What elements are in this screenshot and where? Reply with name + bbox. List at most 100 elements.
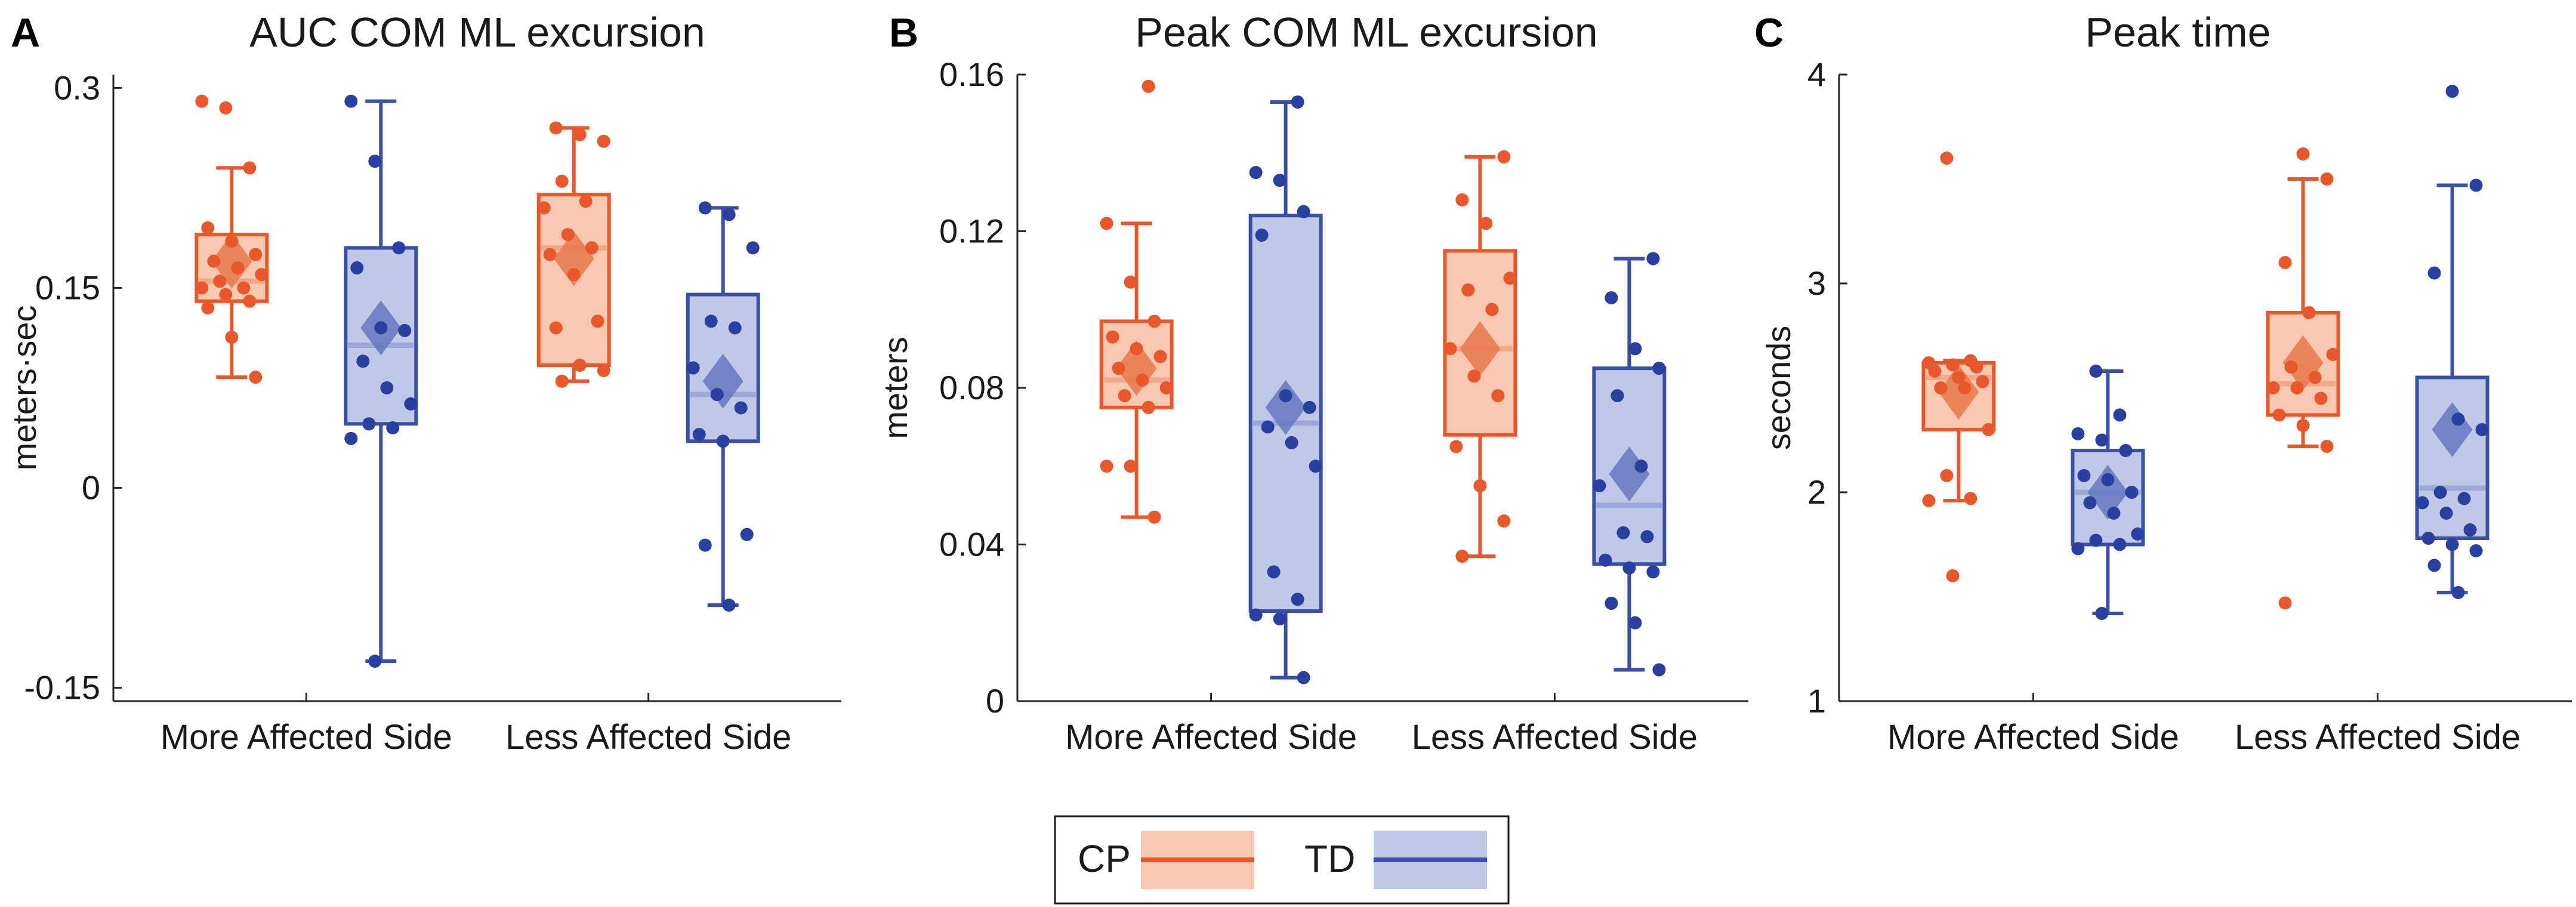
data-point <box>555 174 569 188</box>
data-point <box>549 121 563 135</box>
data-point <box>1646 565 1660 579</box>
chart-panels: A AUC COM ML excursion meters·sec -0.15 0 0.1… <box>5 9 2572 757</box>
legend: CP TD <box>1054 815 1510 905</box>
x-tick-label: Less Affected Side <box>505 718 791 757</box>
data-point <box>1249 608 1263 622</box>
data-point <box>1628 616 1642 630</box>
data-point <box>1479 217 1493 230</box>
data-point <box>1485 303 1499 316</box>
data-point <box>201 301 215 314</box>
data-point <box>231 261 245 274</box>
data-point <box>1130 342 1143 356</box>
data-point <box>1497 150 1511 163</box>
y-tick-label: 0.16 <box>939 55 1004 93</box>
x-tick-label: Less Affected Side <box>1412 718 1698 757</box>
data-point <box>1112 362 1125 375</box>
data-point <box>1249 166 1263 180</box>
data-point <box>1285 436 1298 449</box>
panel-c: C Peak time seconds 1 2 3 4 More Affected Side L… <box>1754 9 2572 757</box>
box-td-less-affected <box>2415 85 2489 599</box>
data-point <box>219 288 233 301</box>
data-point <box>692 428 706 442</box>
data-point <box>1946 358 1960 372</box>
data-point <box>591 314 604 328</box>
x-tick-label: Less Affected Side <box>2235 718 2521 757</box>
data-point <box>2071 542 2085 556</box>
data-point <box>2451 586 2465 599</box>
data-point <box>207 254 221 268</box>
data-point <box>1946 569 1960 582</box>
data-point <box>1952 371 1966 384</box>
data-point <box>2077 469 2091 482</box>
data-point <box>398 323 412 337</box>
data-point <box>2469 178 2483 192</box>
data-point <box>2463 523 2477 536</box>
data-point <box>1934 381 1948 394</box>
y-tick-label: 0 <box>82 469 100 507</box>
y-tick-label: 0.08 <box>939 369 1004 406</box>
mean-diamond <box>2087 465 2128 520</box>
data-point <box>704 314 718 328</box>
data-point <box>2284 360 2298 374</box>
data-point <box>2296 419 2310 432</box>
data-point <box>350 261 364 274</box>
data-point <box>1261 420 1275 434</box>
data-point <box>2439 507 2453 520</box>
data-point <box>1461 283 1475 297</box>
panel-a: A AUC COM ML excursion meters·sec -0.15 0 0.1… <box>5 9 841 757</box>
data-point <box>2089 365 2103 378</box>
data-point <box>386 421 400 435</box>
y-tick-label: 1 <box>1807 682 1826 720</box>
data-point <box>1940 152 1954 165</box>
data-point <box>2421 532 2435 545</box>
data-point <box>585 241 599 255</box>
data-point <box>201 221 215 235</box>
data-point <box>1634 459 1648 473</box>
data-point <box>722 208 736 221</box>
data-point <box>195 94 209 108</box>
x-tick-label: More Affected Side <box>1887 718 2179 757</box>
data-point <box>573 359 587 372</box>
data-point <box>1297 671 1310 684</box>
data-point <box>2083 496 2097 510</box>
data-point <box>549 321 563 335</box>
data-point <box>2308 371 2322 384</box>
data-point <box>1593 479 1606 493</box>
data-point <box>2095 433 2109 447</box>
box-td-less-affected <box>686 201 760 612</box>
box-td-more-affected <box>344 94 418 668</box>
data-point <box>2113 408 2127 422</box>
data-point <box>710 388 724 402</box>
data-point <box>2107 507 2121 520</box>
data-point <box>555 374 569 388</box>
data-point <box>573 128 587 141</box>
box-td-more-affected <box>2071 365 2145 620</box>
data-point <box>1652 663 1666 677</box>
data-point <box>2302 306 2316 319</box>
data-point <box>1928 365 1942 378</box>
data-point <box>2113 538 2127 551</box>
data-point <box>597 134 610 148</box>
data-point <box>392 241 406 255</box>
data-point <box>1297 205 1310 218</box>
data-point <box>1605 596 1618 610</box>
data-point <box>1473 479 1487 493</box>
data-point <box>537 201 551 215</box>
data-point <box>1976 375 1989 388</box>
data-point <box>740 527 754 541</box>
mean-diamond <box>1460 321 1501 377</box>
data-point <box>1106 330 1119 344</box>
data-point <box>2296 147 2310 161</box>
data-point <box>2469 544 2483 557</box>
data-point <box>2320 440 2334 453</box>
box-cp-more-affected <box>195 94 269 384</box>
data-point <box>1491 389 1505 403</box>
panel-letter: A <box>11 10 40 55</box>
y-tick-label: 0 <box>986 682 1004 720</box>
data-point <box>579 195 593 208</box>
data-point <box>1449 440 1463 454</box>
x-tick-label: More Affected Side <box>161 718 452 757</box>
data-point <box>686 361 700 375</box>
data-point <box>2433 486 2447 499</box>
